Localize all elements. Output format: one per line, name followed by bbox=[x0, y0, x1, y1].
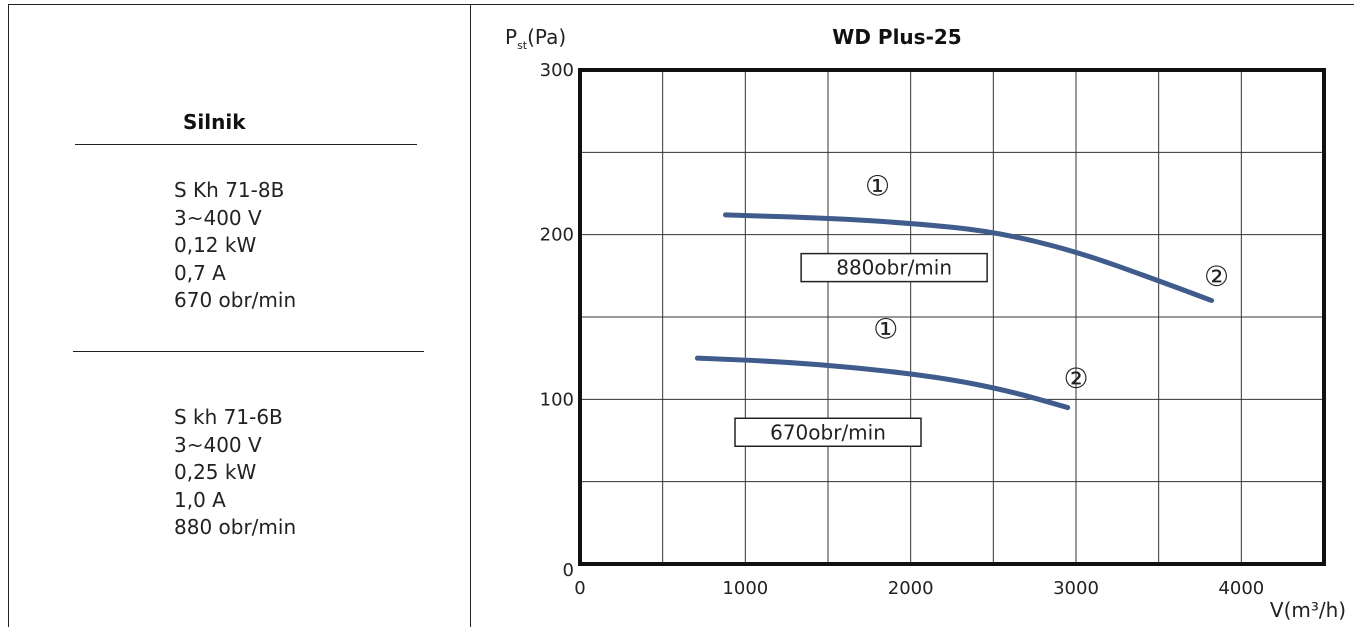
series-label-1: 670obr/min bbox=[770, 420, 886, 444]
chart-title: WD Plus-25 bbox=[832, 25, 961, 49]
heading-divider bbox=[75, 144, 417, 145]
y-tick-label: 300 bbox=[540, 60, 574, 81]
x-tick-label: 2000 bbox=[888, 578, 934, 599]
y-tick-label: 0 bbox=[563, 560, 574, 581]
motor-heading: Silnik bbox=[183, 110, 246, 134]
motor-1-model: S Kh 71-8B bbox=[174, 177, 296, 205]
x-tick-label: 1000 bbox=[722, 578, 768, 599]
motor-2-current: 1,0 A bbox=[174, 487, 296, 515]
motor-spec-panel: Silnik S Kh 71-8B 3~400 V 0,12 kW 0,7 A … bbox=[8, 4, 470, 627]
motor-divider bbox=[73, 351, 424, 352]
x-tick-label: 4000 bbox=[1218, 578, 1264, 599]
motor-spec-2: S kh 71-6B 3~400 V 0,25 kW 1,0 A 880 obr… bbox=[174, 404, 296, 542]
series-label-0: 880obr/min bbox=[836, 256, 952, 280]
motor-1-voltage: 3~400 V bbox=[174, 205, 296, 233]
motor-2-speed: 880 obr/min bbox=[174, 514, 296, 542]
series-layer: 880obr/min 670obr/min ① ② ① ② bbox=[697, 169, 1229, 446]
y-axis-label: Pst(Pa) bbox=[505, 25, 566, 52]
motor-2-power: 0,25 kW bbox=[174, 459, 296, 487]
grid-layer bbox=[580, 70, 1324, 564]
series-curve-1 bbox=[697, 358, 1067, 407]
x-axis-label: V(m³/h) bbox=[1270, 598, 1346, 622]
fan-curve-svg: Pst(Pa) WD Plus-25 0 1000 2000 3000 4000 0 100… bbox=[472, 4, 1356, 627]
operating-point-marker: ① bbox=[873, 313, 898, 346]
table-column-divider bbox=[470, 4, 471, 627]
x-tick-label: 0 bbox=[574, 578, 585, 599]
motor-2-model: S kh 71-6B bbox=[174, 404, 296, 432]
y-tick-label: 100 bbox=[540, 389, 574, 410]
x-tick-label: 3000 bbox=[1053, 578, 1099, 599]
operating-point-marker: ② bbox=[1204, 260, 1229, 293]
operating-point-marker: ② bbox=[1063, 362, 1088, 395]
motor-1-speed: 670 obr/min bbox=[174, 287, 296, 315]
fan-curve-chart: Pst(Pa) WD Plus-25 0 1000 2000 3000 4000 0 100… bbox=[472, 4, 1356, 631]
operating-point-marker: ① bbox=[865, 169, 890, 202]
axis-layer: 0 1000 2000 3000 4000 0 100 200 300 bbox=[540, 60, 1324, 599]
motor-2-voltage: 3~400 V bbox=[174, 432, 296, 460]
motor-1-current: 0,7 A bbox=[174, 260, 296, 288]
motor-spec-1: S Kh 71-8B 3~400 V 0,12 kW 0,7 A 670 obr… bbox=[174, 177, 296, 315]
motor-1-power: 0,12 kW bbox=[174, 232, 296, 260]
y-tick-label: 200 bbox=[540, 225, 574, 246]
